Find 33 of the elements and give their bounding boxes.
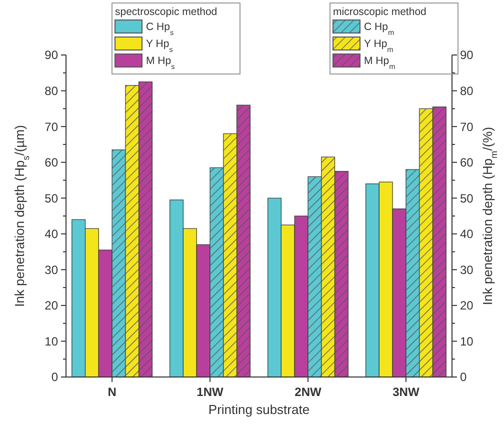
y2-tick-label: 10 <box>460 334 474 348</box>
y2-tick-label: 70 <box>460 120 474 134</box>
y-tick-label: 10 <box>44 334 58 348</box>
x-tick-label: 3NW <box>392 385 420 399</box>
y2-tick-label: 60 <box>460 156 474 170</box>
y2-tick-label: 50 <box>460 191 474 206</box>
x-tick-label: 2NW <box>294 385 322 399</box>
x-tick-label: N <box>108 385 116 399</box>
y-tick-label: 60 <box>44 156 58 170</box>
x-tick-label: 1NW <box>196 385 224 399</box>
y2-tick-label: 0 <box>460 370 467 384</box>
y2-tick-label: 90 <box>460 48 474 62</box>
y2-tick-label: 30 <box>460 262 474 277</box>
y-tick-label: 30 <box>44 262 58 277</box>
y-tick-label: 20 <box>44 298 58 313</box>
y-tick-label: 90 <box>44 48 58 62</box>
y-tick-label: 80 <box>44 84 58 98</box>
y2-tick-label: 80 <box>460 84 474 98</box>
y2-tick-label: 40 <box>460 227 474 242</box>
y-tick-label: 70 <box>44 120 58 134</box>
y-tick-label: 0 <box>51 370 58 384</box>
legend-label: C Hp$_{m}$ <box>364 21 394 36</box>
y-tick-label: 40 <box>44 227 58 242</box>
text: microscopic method <box>333 6 427 18</box>
legend-label: Y Hp$_{s}$ <box>146 38 174 54</box>
y-tick-label: 50 <box>44 191 58 206</box>
legend-label: C Hp$_{s}$ <box>146 21 174 36</box>
legend-label: M Hp$_{m}$ <box>364 55 396 70</box>
text: spectroscopic method <box>115 6 218 18</box>
legend-label: Y Hp$_{m}$ <box>364 38 394 54</box>
x-axis-title: Printing substrate <box>208 402 310 417</box>
legend-label: M Hp$_{s}$ <box>146 55 176 70</box>
y2-tick-label: 20 <box>460 298 474 313</box>
